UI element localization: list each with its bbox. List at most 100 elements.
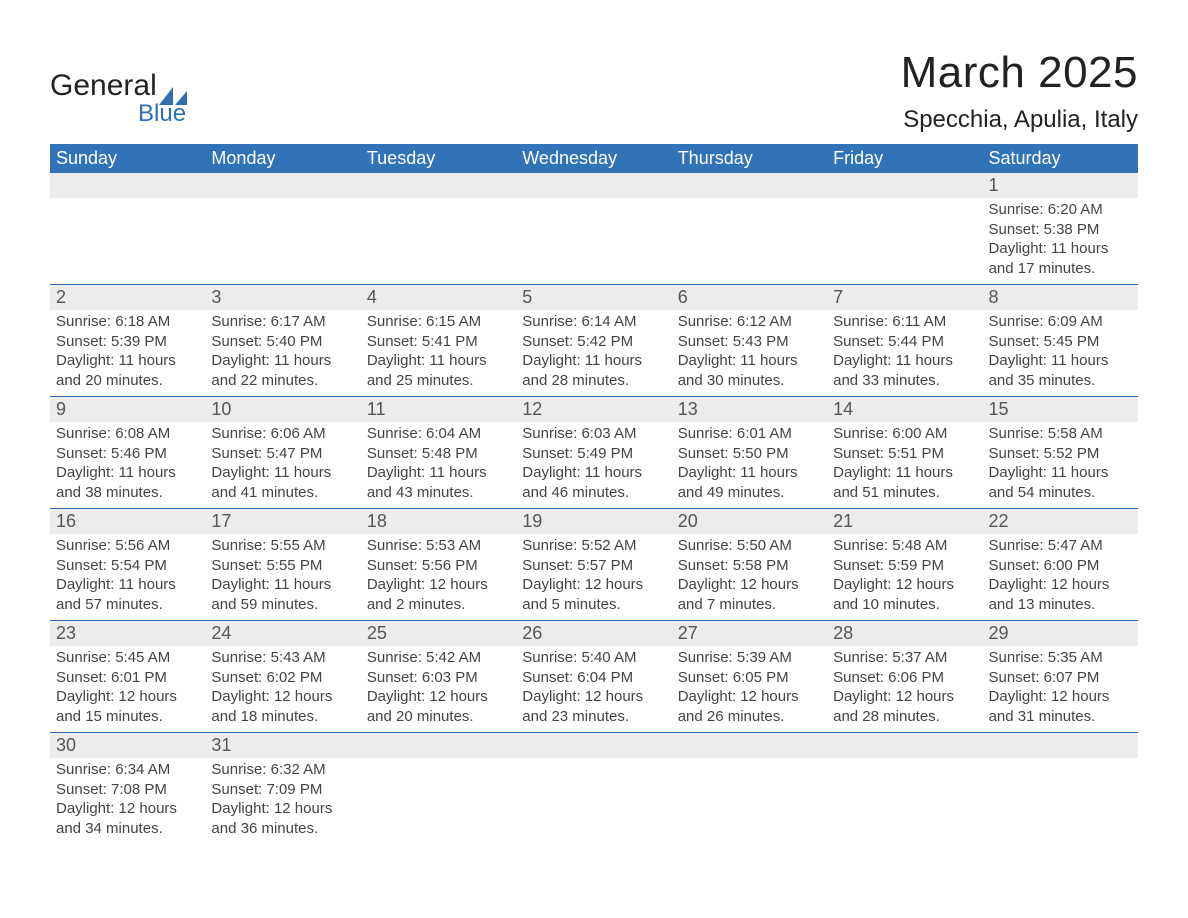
day-cell — [516, 198, 671, 285]
daylight-line: Daylight: 12 hours and 2 minutes. — [367, 575, 510, 614]
day-number: 5 — [516, 285, 671, 311]
day-number: 7 — [827, 285, 982, 311]
day-cell: Sunrise: 6:08 AMSunset: 5:46 PMDaylight:… — [50, 422, 205, 509]
day-cell — [516, 758, 671, 844]
sunset-line: Sunset: 5:40 PM — [211, 332, 354, 352]
logo-sail-icon — [159, 80, 187, 98]
sunset-line: Sunset: 5:38 PM — [989, 220, 1132, 240]
day-cell: Sunrise: 6:01 AMSunset: 5:50 PMDaylight:… — [672, 422, 827, 509]
day-cell: Sunrise: 6:32 AMSunset: 7:09 PMDaylight:… — [205, 758, 360, 844]
day-cell: Sunrise: 6:11 AMSunset: 5:44 PMDaylight:… — [827, 310, 982, 397]
sunset-line: Sunset: 6:05 PM — [678, 668, 821, 688]
day-cell: Sunrise: 5:52 AMSunset: 5:57 PMDaylight:… — [516, 534, 671, 621]
day-number: 25 — [361, 621, 516, 647]
daylight-line: Daylight: 11 hours and 43 minutes. — [367, 463, 510, 502]
daylight-line: Daylight: 12 hours and 15 minutes. — [56, 687, 199, 726]
sunset-line: Sunset: 5:56 PM — [367, 556, 510, 576]
sunrise-line: Sunrise: 6:14 AM — [522, 312, 665, 332]
daylight-line: Daylight: 12 hours and 36 minutes. — [211, 799, 354, 838]
title-block: March 2025 Specchia, Apulia, Italy — [901, 28, 1138, 134]
day-number: 14 — [827, 397, 982, 423]
day-number: 23 — [50, 621, 205, 647]
day-number: 13 — [672, 397, 827, 423]
day-number: 2 — [50, 285, 205, 311]
daylight-line: Daylight: 11 hours and 33 minutes. — [833, 351, 976, 390]
day-number: 16 — [50, 509, 205, 535]
day-cell: Sunrise: 5:39 AMSunset: 6:05 PMDaylight:… — [672, 646, 827, 733]
day-cell — [361, 198, 516, 285]
daylight-line: Daylight: 11 hours and 41 minutes. — [211, 463, 354, 502]
calendar-table: Sunday Monday Tuesday Wednesday Thursday… — [50, 144, 1138, 844]
logo-text-general: General — [50, 70, 157, 102]
day-number — [516, 733, 671, 759]
day-cell: Sunrise: 6:03 AMSunset: 5:49 PMDaylight:… — [516, 422, 671, 509]
sunset-line: Sunset: 6:06 PM — [833, 668, 976, 688]
day-cell — [672, 758, 827, 844]
sunrise-line: Sunrise: 5:39 AM — [678, 648, 821, 668]
day-number: 29 — [983, 621, 1138, 647]
daylight-line: Daylight: 12 hours and 23 minutes. — [522, 687, 665, 726]
day-number: 31 — [205, 733, 360, 759]
sunset-line: Sunset: 6:00 PM — [989, 556, 1132, 576]
daynum-row: 9101112131415 — [50, 397, 1138, 423]
day-data-row: Sunrise: 5:45 AMSunset: 6:01 PMDaylight:… — [50, 646, 1138, 733]
day-cell: Sunrise: 5:48 AMSunset: 5:59 PMDaylight:… — [827, 534, 982, 621]
sunrise-line: Sunrise: 6:09 AM — [989, 312, 1132, 332]
sunrise-line: Sunrise: 6:12 AM — [678, 312, 821, 332]
daylight-line: Daylight: 12 hours and 10 minutes. — [833, 575, 976, 614]
daylight-line: Daylight: 11 hours and 22 minutes. — [211, 351, 354, 390]
day-number: 28 — [827, 621, 982, 647]
day-cell: Sunrise: 5:45 AMSunset: 6:01 PMDaylight:… — [50, 646, 205, 733]
daylight-line: Daylight: 11 hours and 35 minutes. — [989, 351, 1132, 390]
day-number — [672, 733, 827, 759]
day-cell: Sunrise: 6:20 AMSunset: 5:38 PMDaylight:… — [983, 198, 1138, 285]
daylight-line: Daylight: 12 hours and 28 minutes. — [833, 687, 976, 726]
day-cell — [205, 198, 360, 285]
day-number: 6 — [672, 285, 827, 311]
sunrise-line: Sunrise: 5:42 AM — [367, 648, 510, 668]
daylight-line: Daylight: 11 hours and 38 minutes. — [56, 463, 199, 502]
sunset-line: Sunset: 5:48 PM — [367, 444, 510, 464]
weekday-header-row: Sunday Monday Tuesday Wednesday Thursday… — [50, 144, 1138, 173]
sunrise-line: Sunrise: 5:58 AM — [989, 424, 1132, 444]
logo-text-blue: Blue — [138, 100, 187, 128]
day-number: 1 — [983, 173, 1138, 198]
sunrise-line: Sunrise: 5:53 AM — [367, 536, 510, 556]
sunset-line: Sunset: 6:07 PM — [989, 668, 1132, 688]
daylight-line: Daylight: 11 hours and 54 minutes. — [989, 463, 1132, 502]
day-number — [516, 173, 671, 198]
day-number: 17 — [205, 509, 360, 535]
sunset-line: Sunset: 6:03 PM — [367, 668, 510, 688]
day-cell: Sunrise: 5:35 AMSunset: 6:07 PMDaylight:… — [983, 646, 1138, 733]
sunrise-line: Sunrise: 5:40 AM — [522, 648, 665, 668]
sunset-line: Sunset: 5:39 PM — [56, 332, 199, 352]
col-saturday: Saturday — [983, 144, 1138, 173]
day-cell: Sunrise: 6:34 AMSunset: 7:08 PMDaylight:… — [50, 758, 205, 844]
sunrise-line: Sunrise: 6:18 AM — [56, 312, 199, 332]
sunrise-line: Sunrise: 5:45 AM — [56, 648, 199, 668]
day-number — [50, 173, 205, 198]
daylight-line: Daylight: 12 hours and 34 minutes. — [56, 799, 199, 838]
day-number — [361, 173, 516, 198]
sunset-line: Sunset: 6:01 PM — [56, 668, 199, 688]
sunrise-line: Sunrise: 5:37 AM — [833, 648, 976, 668]
day-number: 30 — [50, 733, 205, 759]
header: General Blue March 2025 Specchia, Apulia… — [50, 28, 1138, 134]
day-cell: Sunrise: 5:58 AMSunset: 5:52 PMDaylight:… — [983, 422, 1138, 509]
sunset-line: Sunset: 5:49 PM — [522, 444, 665, 464]
day-data-row: Sunrise: 6:34 AMSunset: 7:08 PMDaylight:… — [50, 758, 1138, 844]
day-number: 19 — [516, 509, 671, 535]
sunset-line: Sunset: 5:55 PM — [211, 556, 354, 576]
sunrise-line: Sunrise: 5:52 AM — [522, 536, 665, 556]
day-number: 4 — [361, 285, 516, 311]
day-cell: Sunrise: 6:06 AMSunset: 5:47 PMDaylight:… — [205, 422, 360, 509]
month-title: March 2025 — [901, 48, 1138, 98]
daylight-line: Daylight: 11 hours and 20 minutes. — [56, 351, 199, 390]
day-number: 21 — [827, 509, 982, 535]
sunset-line: Sunset: 7:09 PM — [211, 780, 354, 800]
daylight-line: Daylight: 12 hours and 26 minutes. — [678, 687, 821, 726]
day-number — [672, 173, 827, 198]
day-cell: Sunrise: 5:37 AMSunset: 6:06 PMDaylight:… — [827, 646, 982, 733]
daynum-row: 16171819202122 — [50, 509, 1138, 535]
day-number: 10 — [205, 397, 360, 423]
